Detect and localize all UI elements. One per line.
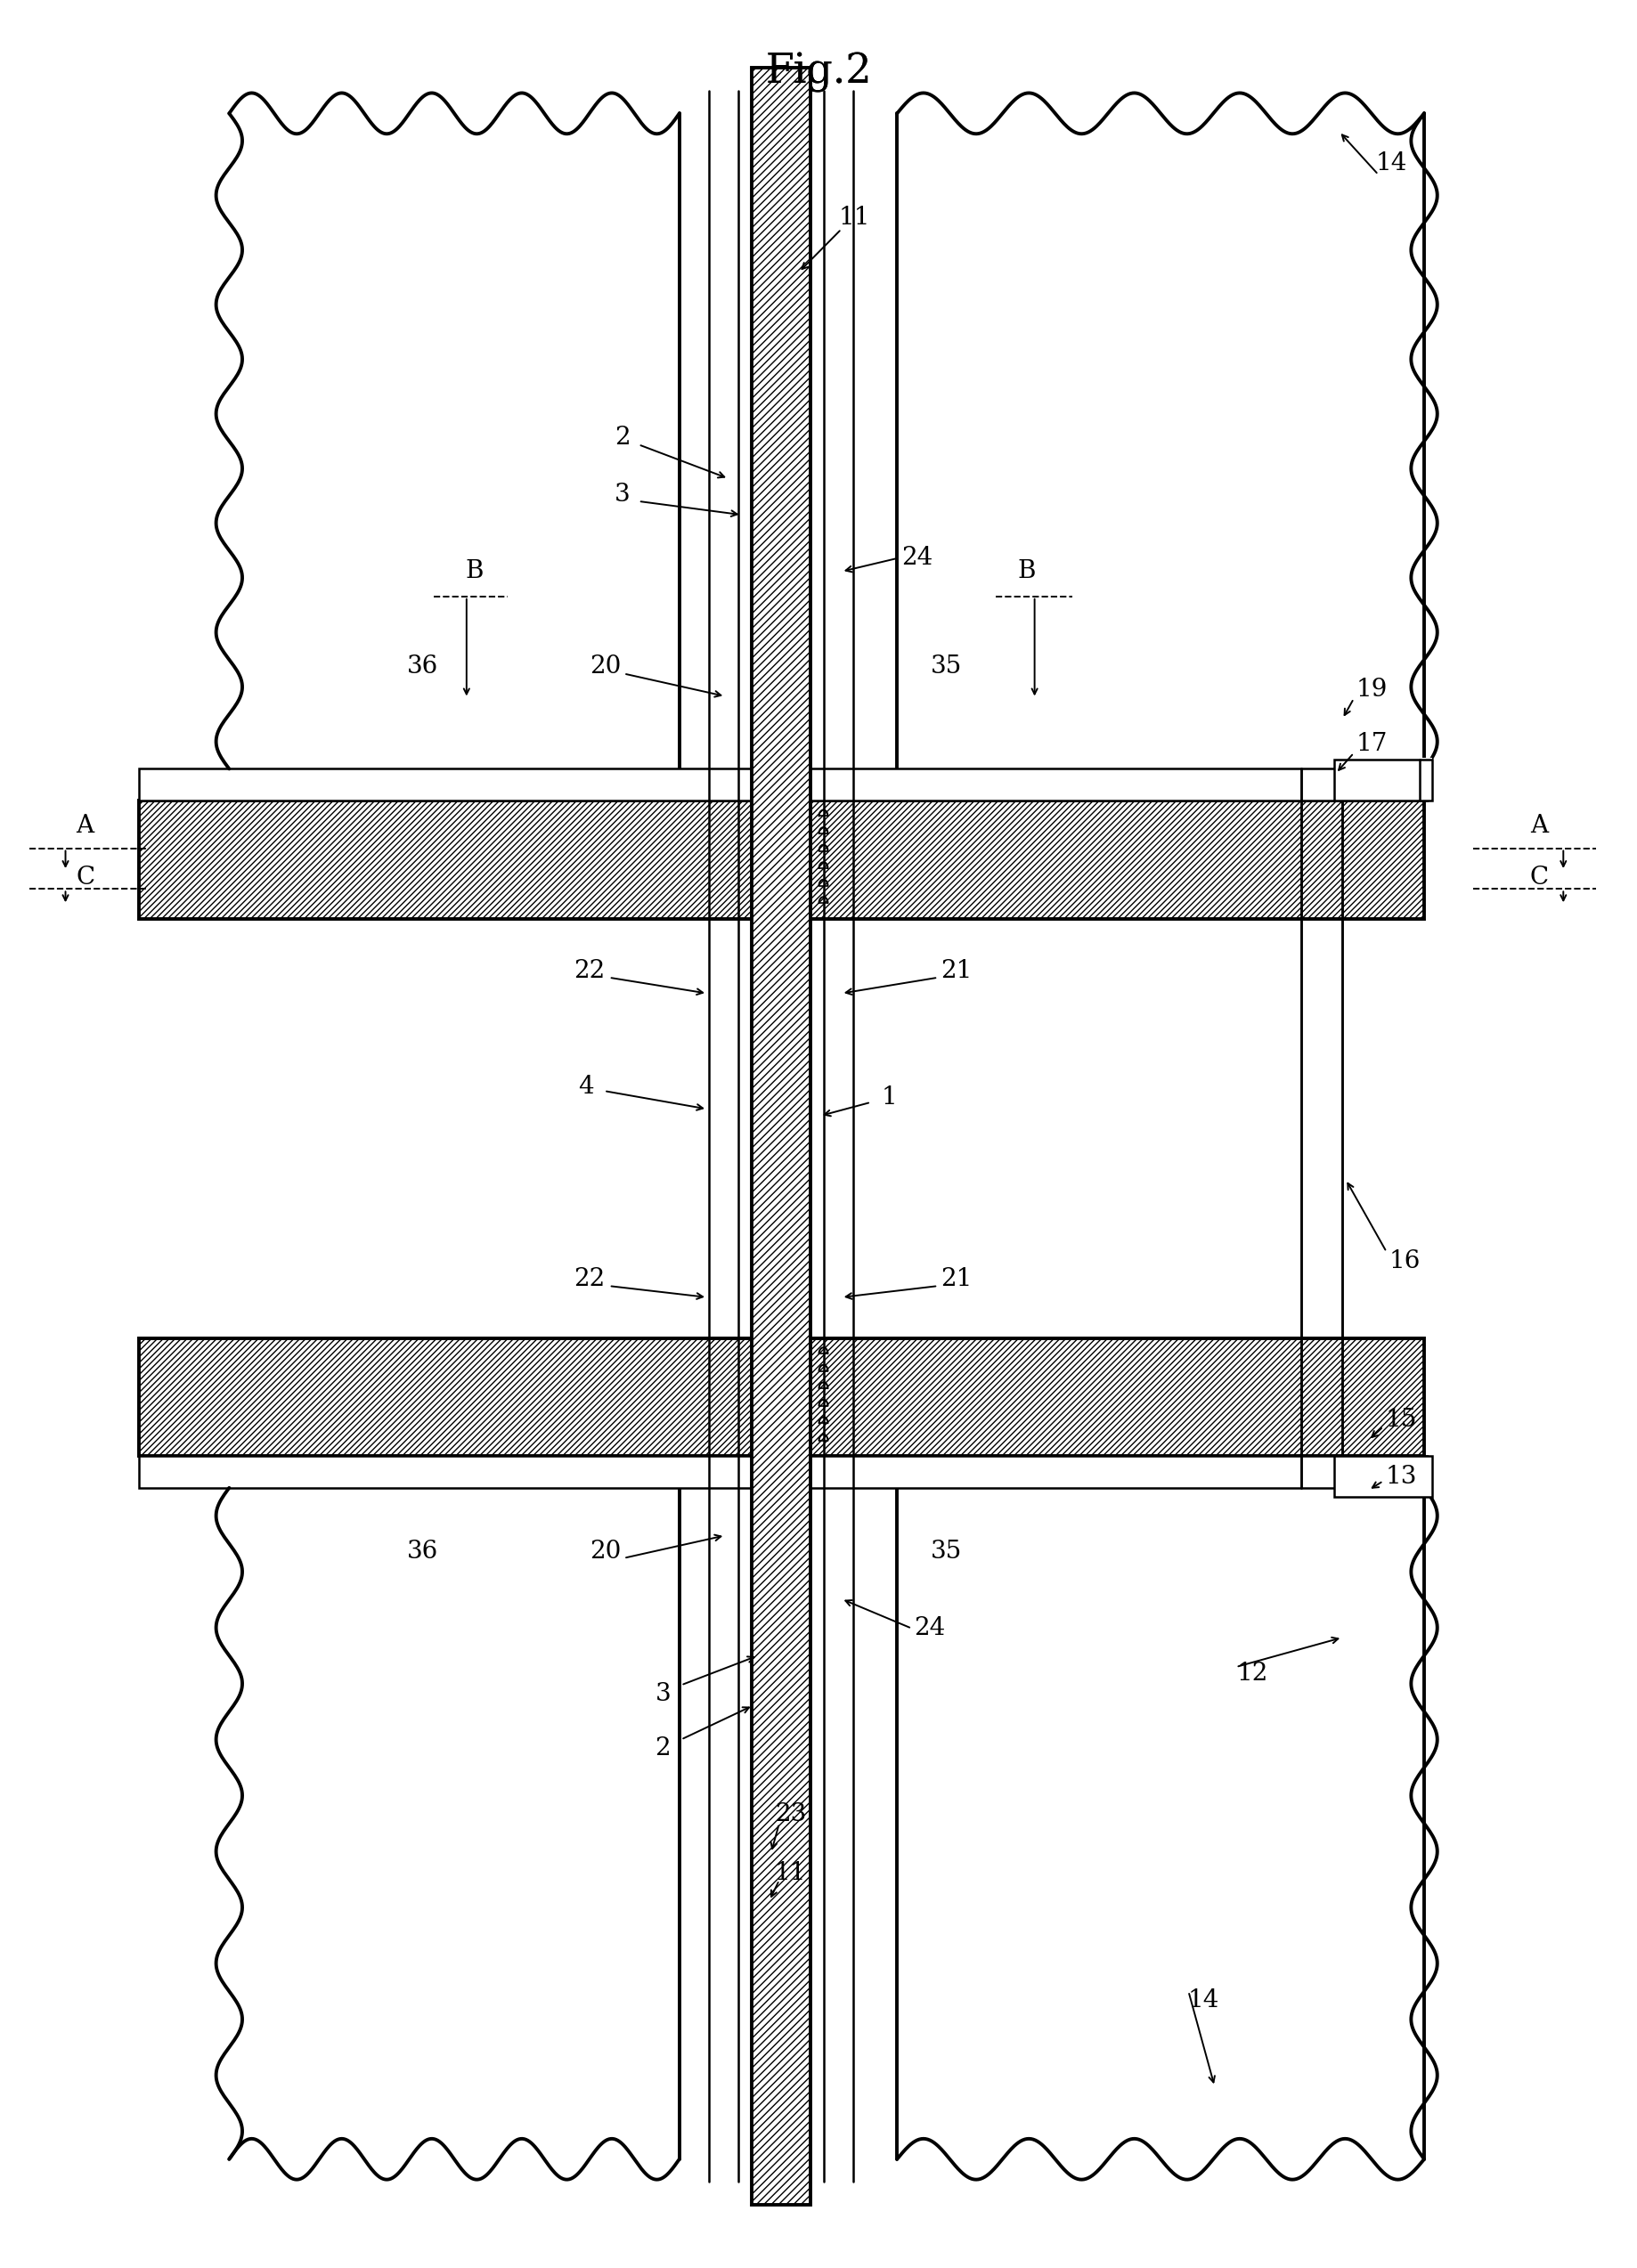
Text: C: C (75, 866, 95, 889)
Text: 4: 4 (578, 1075, 594, 1098)
Text: 19: 19 (1355, 678, 1388, 701)
Text: 20: 20 (589, 1540, 622, 1563)
Text: 12: 12 (1236, 1662, 1269, 1685)
Text: 14: 14 (1375, 152, 1408, 175)
Text: 21: 21 (940, 959, 972, 982)
Bar (139, 769, 1424, 801)
Bar (1334, 1456, 1432, 1497)
Bar (139, 1338, 1424, 1456)
Text: 36: 36 (406, 655, 439, 678)
Text: 22: 22 (573, 959, 606, 982)
Bar (1334, 760, 1432, 801)
Text: 24: 24 (913, 1617, 946, 1640)
Text: C: C (1529, 866, 1549, 889)
Text: 13: 13 (1385, 1465, 1418, 1488)
Text: Fig.2: Fig.2 (764, 52, 873, 93)
Text: 23: 23 (774, 1803, 807, 1826)
Text: A: A (77, 814, 93, 837)
Text: 24: 24 (900, 547, 933, 569)
Bar (1359, 758, 1432, 801)
Text: 35: 35 (930, 1540, 963, 1563)
Text: 1: 1 (881, 1086, 897, 1109)
Text: A: A (1531, 814, 1547, 837)
Bar (751, 68, 810, 2204)
Text: 2: 2 (655, 1737, 671, 1760)
Text: 16: 16 (1388, 1250, 1421, 1272)
Bar (139, 1456, 1424, 1488)
Text: 15: 15 (1385, 1408, 1418, 1431)
Text: 3: 3 (655, 1683, 671, 1706)
Text: B: B (1017, 560, 1036, 583)
Text: 36: 36 (406, 1540, 439, 1563)
Text: 11: 11 (774, 1862, 807, 1885)
Text: 3: 3 (614, 483, 630, 506)
Text: B: B (465, 560, 485, 583)
Text: 21: 21 (940, 1268, 972, 1290)
Text: 20: 20 (589, 655, 622, 678)
Text: 14: 14 (1187, 1989, 1220, 2012)
Text: 35: 35 (930, 655, 963, 678)
Bar (139, 801, 1424, 919)
Text: 11: 11 (838, 206, 871, 229)
Text: 2: 2 (614, 426, 630, 449)
Text: 22: 22 (573, 1268, 606, 1290)
Text: Fig.2: Fig.2 (764, 52, 873, 93)
Text: 17: 17 (1355, 733, 1388, 755)
